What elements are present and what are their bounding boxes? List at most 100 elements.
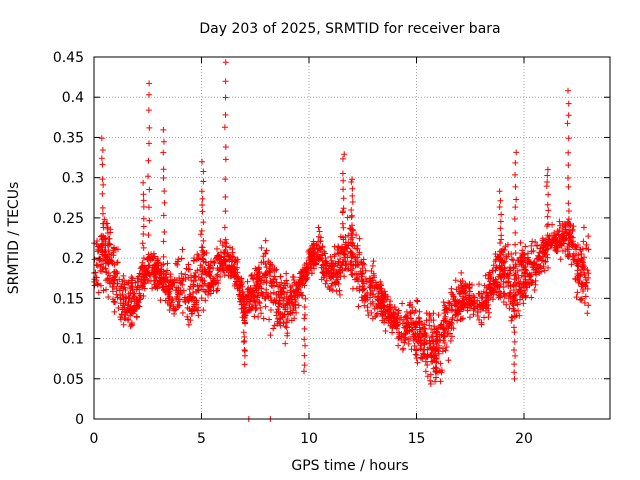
data-point [529, 264, 536, 271]
data-point [137, 282, 144, 289]
data-point [186, 286, 193, 293]
data-point [428, 334, 435, 341]
data-point [518, 272, 525, 279]
data-point [157, 269, 164, 276]
data-point [282, 340, 289, 347]
data-point [155, 282, 162, 289]
data-point [192, 301, 199, 308]
data-point [221, 224, 228, 231]
data-point [544, 232, 551, 239]
data-point [354, 275, 361, 282]
data-point [140, 197, 147, 204]
data-point [160, 126, 167, 133]
data-point [172, 260, 179, 267]
data-point [98, 155, 105, 162]
data-point [187, 283, 194, 290]
data-point [410, 333, 417, 340]
data-point [139, 240, 146, 247]
data-point [101, 216, 108, 223]
data-point [438, 331, 445, 338]
data-point [160, 238, 167, 245]
data-point [437, 360, 444, 367]
data-point [520, 292, 527, 299]
data-point [503, 279, 510, 286]
data-point [139, 265, 146, 272]
data-point [287, 310, 294, 317]
x-tick-label: 10 [300, 431, 318, 447]
data-point [560, 232, 567, 239]
data-point [512, 204, 519, 211]
data-point [485, 283, 492, 290]
data-point [140, 203, 147, 210]
data-point [479, 294, 486, 301]
data-point [511, 298, 518, 305]
data-point [328, 282, 335, 289]
data-point [241, 319, 248, 326]
data-point [327, 253, 334, 260]
data-point [274, 306, 281, 313]
y-tick-label: 0.3 [62, 171, 84, 187]
data-point [370, 258, 377, 265]
data-point [222, 261, 229, 268]
data-point [528, 294, 535, 301]
data-point [512, 297, 519, 304]
data-point [200, 237, 207, 244]
data-point [428, 358, 435, 365]
data-point [94, 281, 101, 288]
data-point [512, 249, 519, 256]
data-point [284, 330, 291, 337]
data-point [340, 246, 347, 253]
data-point [322, 280, 329, 287]
data-point [364, 304, 371, 311]
data-point [189, 310, 196, 317]
data-point [417, 354, 424, 361]
data-point [448, 307, 455, 314]
data-point [102, 265, 109, 272]
data-point [255, 289, 262, 296]
data-point [310, 262, 317, 269]
data-point [151, 265, 158, 272]
data-point [506, 270, 513, 277]
data-point [500, 290, 507, 297]
data-point [511, 292, 518, 299]
data-point [172, 287, 179, 294]
data-point [506, 291, 513, 298]
data-point [414, 359, 421, 366]
data-point [134, 275, 141, 282]
data-point [457, 278, 464, 285]
data-point [424, 373, 431, 380]
data-point [92, 269, 99, 276]
data-point [144, 277, 151, 284]
data-point [162, 288, 169, 295]
data-point [117, 283, 124, 290]
data-point [236, 298, 243, 305]
data-point [301, 275, 308, 282]
data-point [160, 268, 167, 275]
data-point [556, 218, 563, 225]
data-point [550, 237, 557, 244]
data-point [564, 120, 571, 127]
data-point [458, 284, 465, 291]
data-point [200, 168, 207, 175]
data-point [195, 287, 202, 294]
data-point [150, 277, 157, 284]
data-point [565, 135, 572, 142]
data-point [512, 291, 519, 298]
data-point [140, 293, 147, 300]
data-point [332, 279, 339, 286]
data-point [97, 256, 104, 263]
data-point [199, 277, 206, 284]
data-point [555, 231, 562, 238]
data-point [492, 258, 499, 265]
data-point [424, 351, 431, 358]
data-point [513, 275, 520, 282]
data-point [437, 337, 444, 344]
data-point [274, 283, 281, 290]
data-point [577, 246, 584, 253]
data-point [400, 332, 407, 339]
data-point [529, 279, 536, 286]
data-point [138, 270, 145, 277]
data-point [502, 243, 509, 250]
data-point [149, 285, 156, 292]
data-point [578, 255, 585, 262]
